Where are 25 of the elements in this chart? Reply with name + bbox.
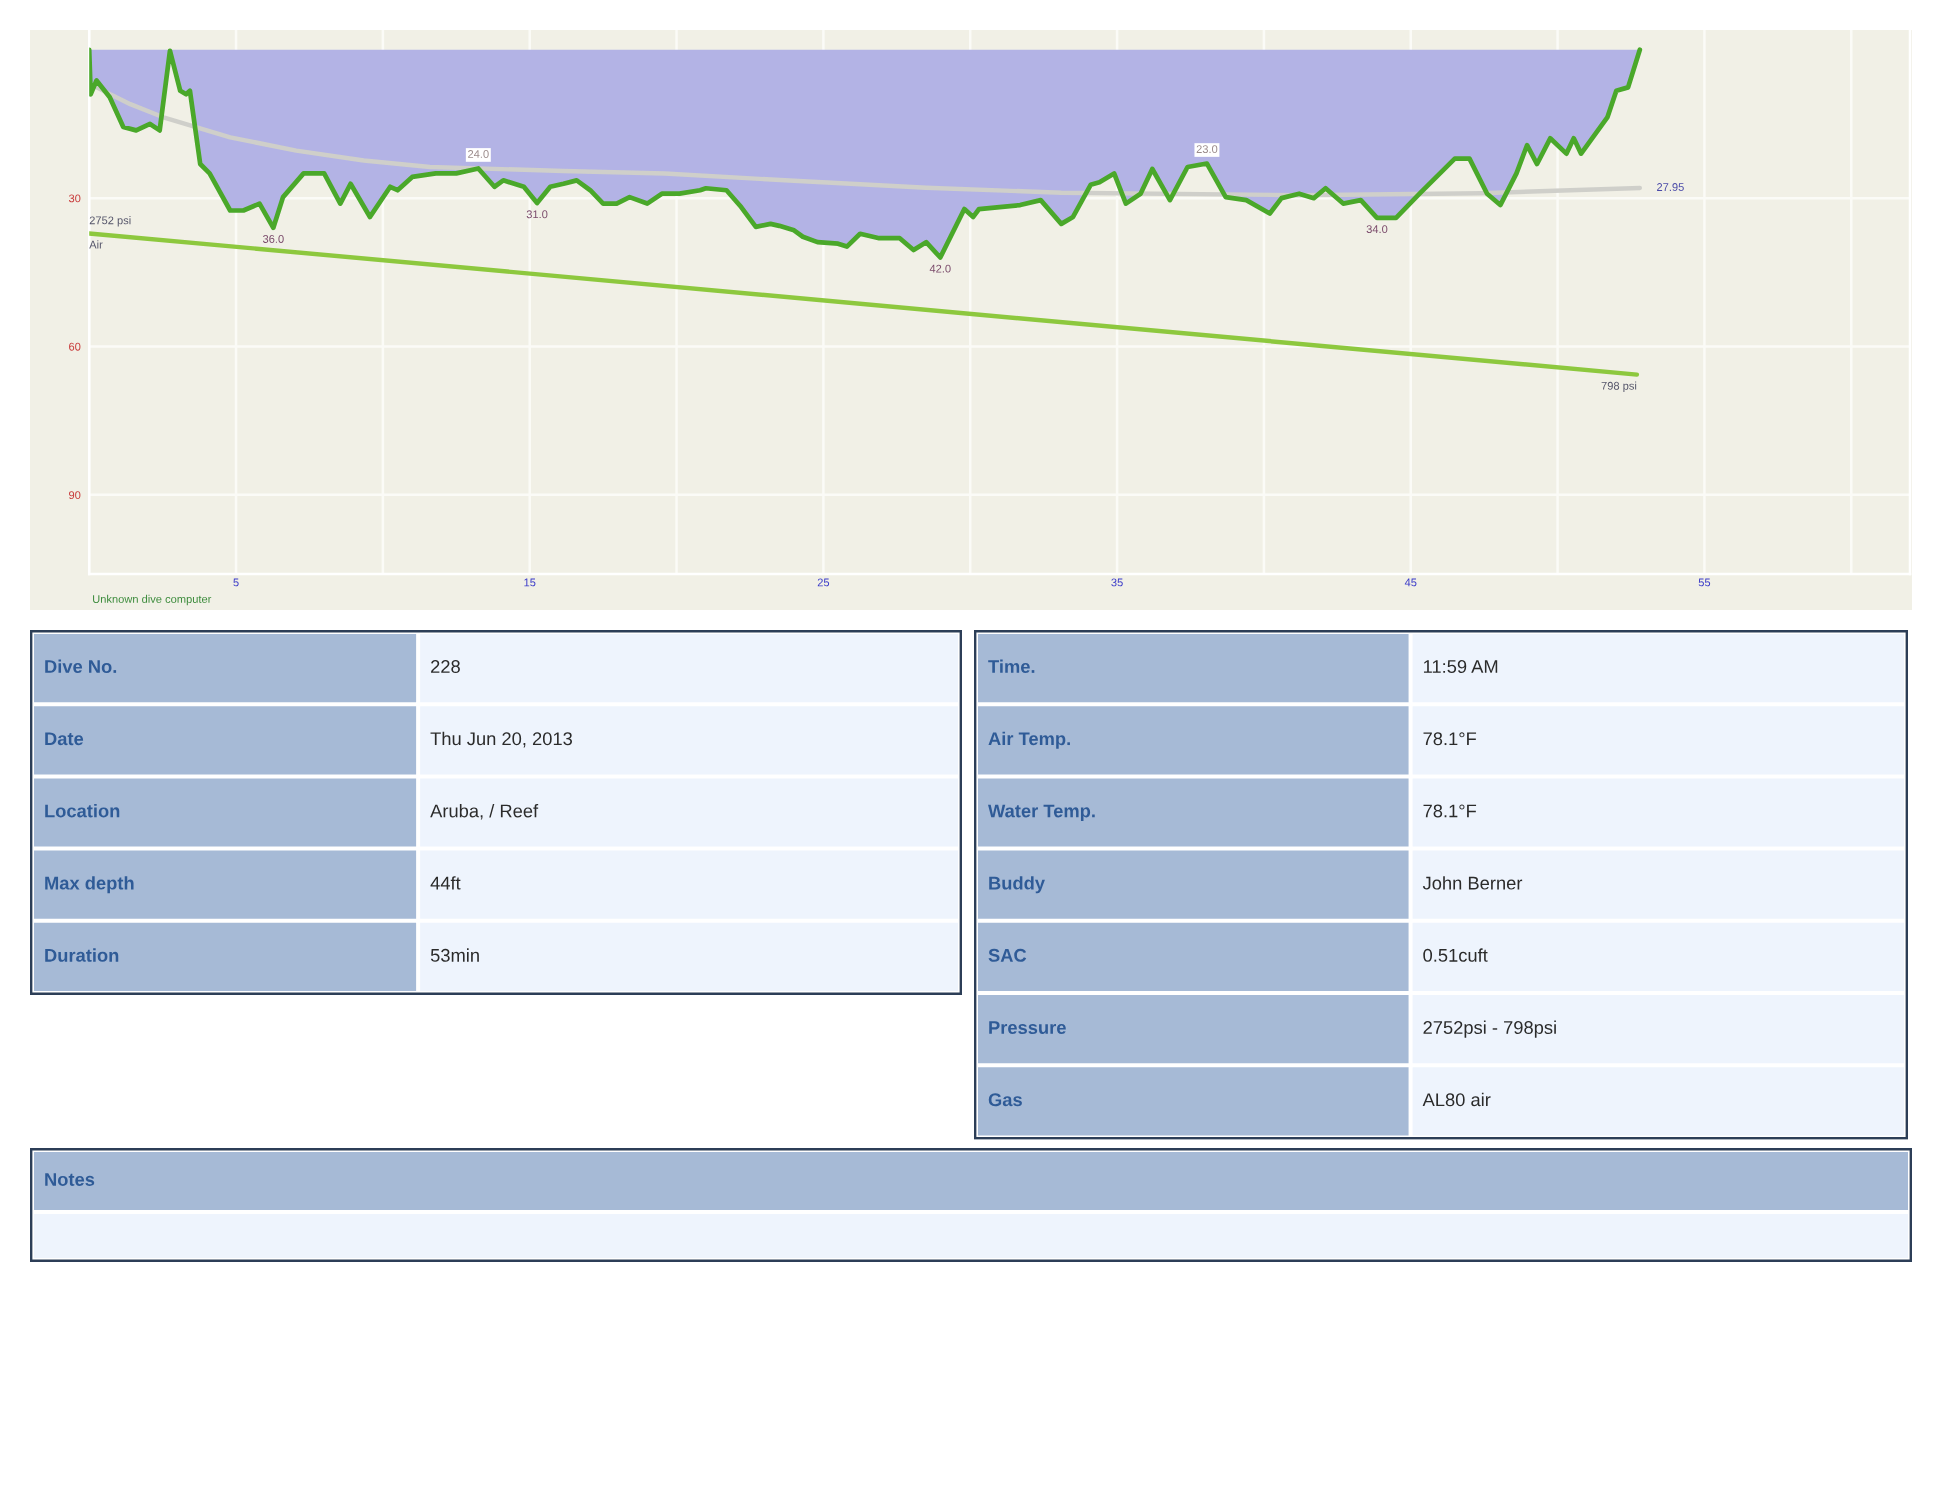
text: 78.1°F xyxy=(1423,732,1477,746)
category-label: Gas xyxy=(988,1093,1022,1107)
text: 2752psi - 798psi xyxy=(1423,1020,1556,1038)
text: Notes xyxy=(45,1173,95,1186)
text: Aruba, / Reef xyxy=(430,803,539,820)
category-label: Date xyxy=(45,732,84,746)
category-label: Max depth xyxy=(45,876,134,894)
text: 228 xyxy=(431,660,460,674)
text: 53min xyxy=(430,948,479,962)
category-label: Air Temp. xyxy=(988,731,1070,749)
category-label: Duration xyxy=(45,948,119,962)
text: AL80 air xyxy=(1422,1092,1491,1107)
category-label: Buddy xyxy=(989,876,1045,894)
text: 11:59 AM xyxy=(1423,660,1498,674)
text: Thu Jun 20, 2013 xyxy=(430,731,573,748)
category-label: Time. xyxy=(988,659,1035,674)
category-label: Dive No. xyxy=(45,659,117,674)
text: 78.1°F xyxy=(1423,804,1477,818)
category-label: Water Temp. xyxy=(988,804,1095,822)
text: 0.51cuft xyxy=(1423,948,1488,962)
category-label: Pressure xyxy=(989,1021,1066,1035)
category-label: Location xyxy=(45,803,120,818)
text: John Berner xyxy=(1422,876,1523,890)
category-label: SAC xyxy=(988,948,1027,962)
text: 44ft xyxy=(430,876,461,890)
